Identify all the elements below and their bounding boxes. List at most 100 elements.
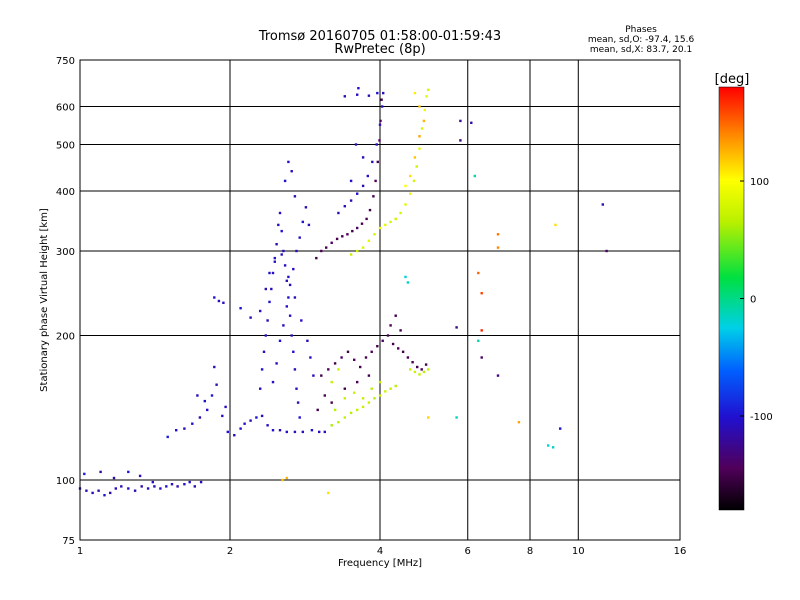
- x-tick-label: 4: [377, 546, 383, 557]
- data-point: [373, 397, 376, 400]
- data-point: [409, 174, 412, 178]
- data-point: [281, 478, 284, 482]
- data-point: [183, 483, 186, 486]
- data-point: [409, 368, 412, 371]
- data-point: [266, 424, 269, 427]
- data-point: [193, 485, 196, 488]
- data-point: [91, 491, 94, 495]
- data-point: [165, 485, 168, 488]
- data-point: [287, 296, 290, 299]
- data-point: [420, 127, 424, 130]
- data-point: [213, 296, 216, 299]
- data-point: [301, 220, 304, 224]
- data-point: [404, 203, 407, 206]
- data-point: [386, 334, 390, 337]
- data-point: [420, 368, 423, 371]
- data-point: [423, 108, 426, 112]
- data-point: [170, 483, 174, 486]
- data-point: [183, 427, 186, 430]
- stats-line-x: mean, sd,X: 83.7, 20.1: [590, 45, 692, 55]
- data-point: [376, 345, 379, 348]
- data-point: [300, 319, 303, 322]
- data-point: [273, 256, 276, 260]
- data-point: [361, 405, 365, 409]
- data-point: [309, 356, 312, 359]
- data-point: [290, 170, 293, 173]
- data-point: [127, 487, 130, 490]
- data-point: [260, 414, 264, 418]
- data-point: [259, 309, 262, 313]
- data-point: [418, 147, 421, 150]
- data-point: [316, 408, 319, 412]
- data-point: [551, 446, 555, 449]
- data-point: [367, 239, 371, 242]
- data-point: [199, 480, 203, 484]
- data-point: [389, 324, 392, 327]
- data-point: [397, 347, 400, 350]
- data-point: [378, 394, 382, 397]
- data-point: [367, 94, 371, 97]
- data-point: [275, 362, 278, 365]
- data-point: [292, 267, 295, 271]
- data-point: [391, 342, 395, 346]
- data-point: [266, 319, 269, 322]
- data-point: [278, 429, 282, 432]
- data-point: [480, 329, 483, 332]
- data-point: [353, 391, 356, 394]
- data-point: [357, 87, 360, 90]
- data-point: [323, 430, 326, 434]
- data-point: [384, 390, 387, 393]
- plot-frame: [79, 59, 681, 541]
- data-point: [470, 121, 473, 124]
- data-point: [285, 476, 288, 480]
- data-point: [320, 249, 323, 253]
- data-point: [378, 226, 382, 230]
- data-point: [346, 350, 350, 353]
- data-point: [371, 160, 374, 164]
- data-point: [273, 260, 276, 263]
- data-point: [368, 208, 372, 212]
- data-point: [517, 421, 521, 424]
- data-point: [239, 307, 242, 310]
- data-point: [312, 374, 315, 377]
- data-point: [166, 435, 169, 439]
- x-tick-label: 1: [77, 546, 83, 557]
- data-point: [554, 223, 557, 227]
- data-point: [213, 365, 216, 369]
- data-point: [323, 394, 326, 397]
- data-point: [290, 334, 293, 337]
- x-tick-label: 10: [572, 546, 585, 557]
- data-point: [356, 408, 359, 412]
- data-point: [365, 217, 368, 221]
- data-point: [262, 350, 266, 353]
- data-point: [366, 174, 369, 178]
- y-tick-label: 400: [56, 187, 75, 198]
- data-point: [288, 283, 292, 287]
- data-point: [409, 192, 412, 195]
- data-point: [295, 387, 298, 390]
- data-point: [394, 314, 397, 317]
- data-point: [296, 401, 300, 404]
- y-tick-label: 750: [56, 56, 75, 67]
- data-point: [370, 350, 373, 353]
- data-point: [176, 485, 179, 488]
- data-point: [382, 91, 385, 95]
- data-point: [268, 300, 271, 304]
- data-point: [217, 299, 221, 303]
- data-point: [376, 91, 379, 95]
- data-point: [389, 220, 392, 224]
- data-point: [325, 246, 328, 249]
- data-point: [427, 368, 430, 371]
- data-point: [307, 223, 311, 227]
- data-point: [473, 174, 476, 178]
- data-point: [271, 380, 275, 384]
- data-point: [151, 480, 154, 484]
- data-point: [99, 470, 102, 474]
- data-point: [249, 316, 252, 319]
- data-point: [285, 430, 288, 434]
- data-point: [191, 422, 194, 425]
- data-point: [394, 217, 397, 221]
- data-point: [354, 143, 358, 146]
- data-point: [271, 429, 275, 432]
- data-point: [198, 416, 202, 419]
